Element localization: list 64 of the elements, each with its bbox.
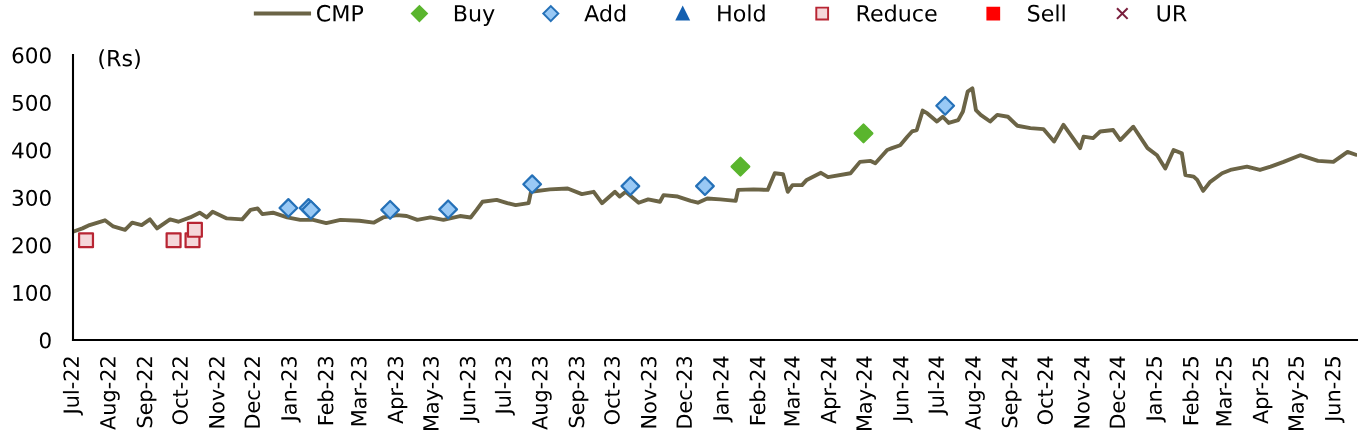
legend-label: Sell [1028, 4, 1065, 22]
x-tick-label: Feb-25 [1182, 357, 1199, 425]
y-tick-label: 300 [12, 189, 51, 206]
x-tick-label: Dec-24 [1109, 356, 1126, 428]
legend-label: CMP [317, 4, 364, 22]
x-tick-label: Jan-24 [712, 356, 733, 423]
x-tick-label: Mar-25 [1215, 357, 1232, 426]
point [165, 232, 182, 249]
legend-label: Add [584, 4, 626, 22]
x-tick-label: Dec-22 [244, 357, 261, 428]
point [853, 123, 874, 144]
x-tick-label: Nov-24 [1073, 356, 1090, 428]
y-tick-label: 400 [12, 142, 51, 159]
x-tick-label: Oct-23 [604, 356, 620, 425]
x-tick-label: Jun-23 [459, 356, 480, 423]
y-axis-title: (Rs) [99, 49, 140, 70]
y-tick-label: 0 [39, 332, 51, 349]
x-tick-label: Apr-23 [387, 356, 408, 424]
line-series [73, 86, 1357, 234]
x-tick-label: Aug-23 [531, 356, 552, 430]
x-tick-label: May-24 [856, 356, 876, 430]
x-tick-label: Nov-23 [640, 356, 657, 428]
point [186, 221, 203, 238]
x-tick-label: Mar-24 [783, 356, 800, 426]
y-tick-label: 500 [12, 94, 51, 111]
x-tick-label: Jul-23 [494, 356, 515, 416]
x-tick-label: Dec-23 [676, 356, 693, 428]
x-tick-label: Sep-23 [568, 356, 589, 428]
x-tick-label: Feb-23 [317, 356, 334, 425]
x-tick-label: Jan-25 [1146, 357, 1166, 423]
x-tick-label: Apr-24 [820, 356, 841, 424]
legend-label: UR [1157, 5, 1187, 22]
x-tick-label: Jan-23 [281, 356, 301, 423]
point [278, 198, 299, 218]
y-tick-label: 100 [13, 284, 51, 301]
x-tick-label: Apr-25 [1252, 357, 1273, 424]
x-tick-label: May-23 [423, 356, 443, 430]
x-tick-label: Jun-25 [1324, 357, 1345, 423]
point [522, 174, 543, 195]
point [620, 176, 641, 197]
point [694, 176, 715, 197]
point [730, 156, 751, 177]
x-tick-label: Nov-22 [208, 357, 225, 428]
point [380, 199, 401, 220]
x-tick-label: Jul-22 [62, 357, 83, 416]
x-tick-label: Feb-24 [749, 356, 766, 425]
x-tick-label: May-25 [1288, 357, 1308, 430]
x-tick-label: Oct-24 [1037, 356, 1053, 425]
x-tick-label: Sep-22 [136, 357, 157, 428]
x-tick-label: Oct-22 [172, 357, 188, 425]
point [77, 232, 95, 249]
x-tick-label: Aug-22 [99, 357, 120, 430]
point [438, 199, 459, 220]
legend-label: Reduce [857, 4, 937, 22]
x-tick-label: Sep-24 [1001, 356, 1022, 428]
y-tick-label: 200 [12, 237, 51, 254]
legend-label: Buy [454, 5, 495, 26]
x-tick-label: Aug-24 [965, 356, 985, 430]
legend-label: Hold [718, 4, 765, 22]
point [935, 95, 956, 116]
x-tick-label: Mar-23 [350, 356, 367, 426]
x-tick-label: Jul-24 [927, 356, 948, 416]
y-tick-label: 600 [12, 47, 51, 64]
x-tick-label: Jun-24 [892, 356, 913, 423]
